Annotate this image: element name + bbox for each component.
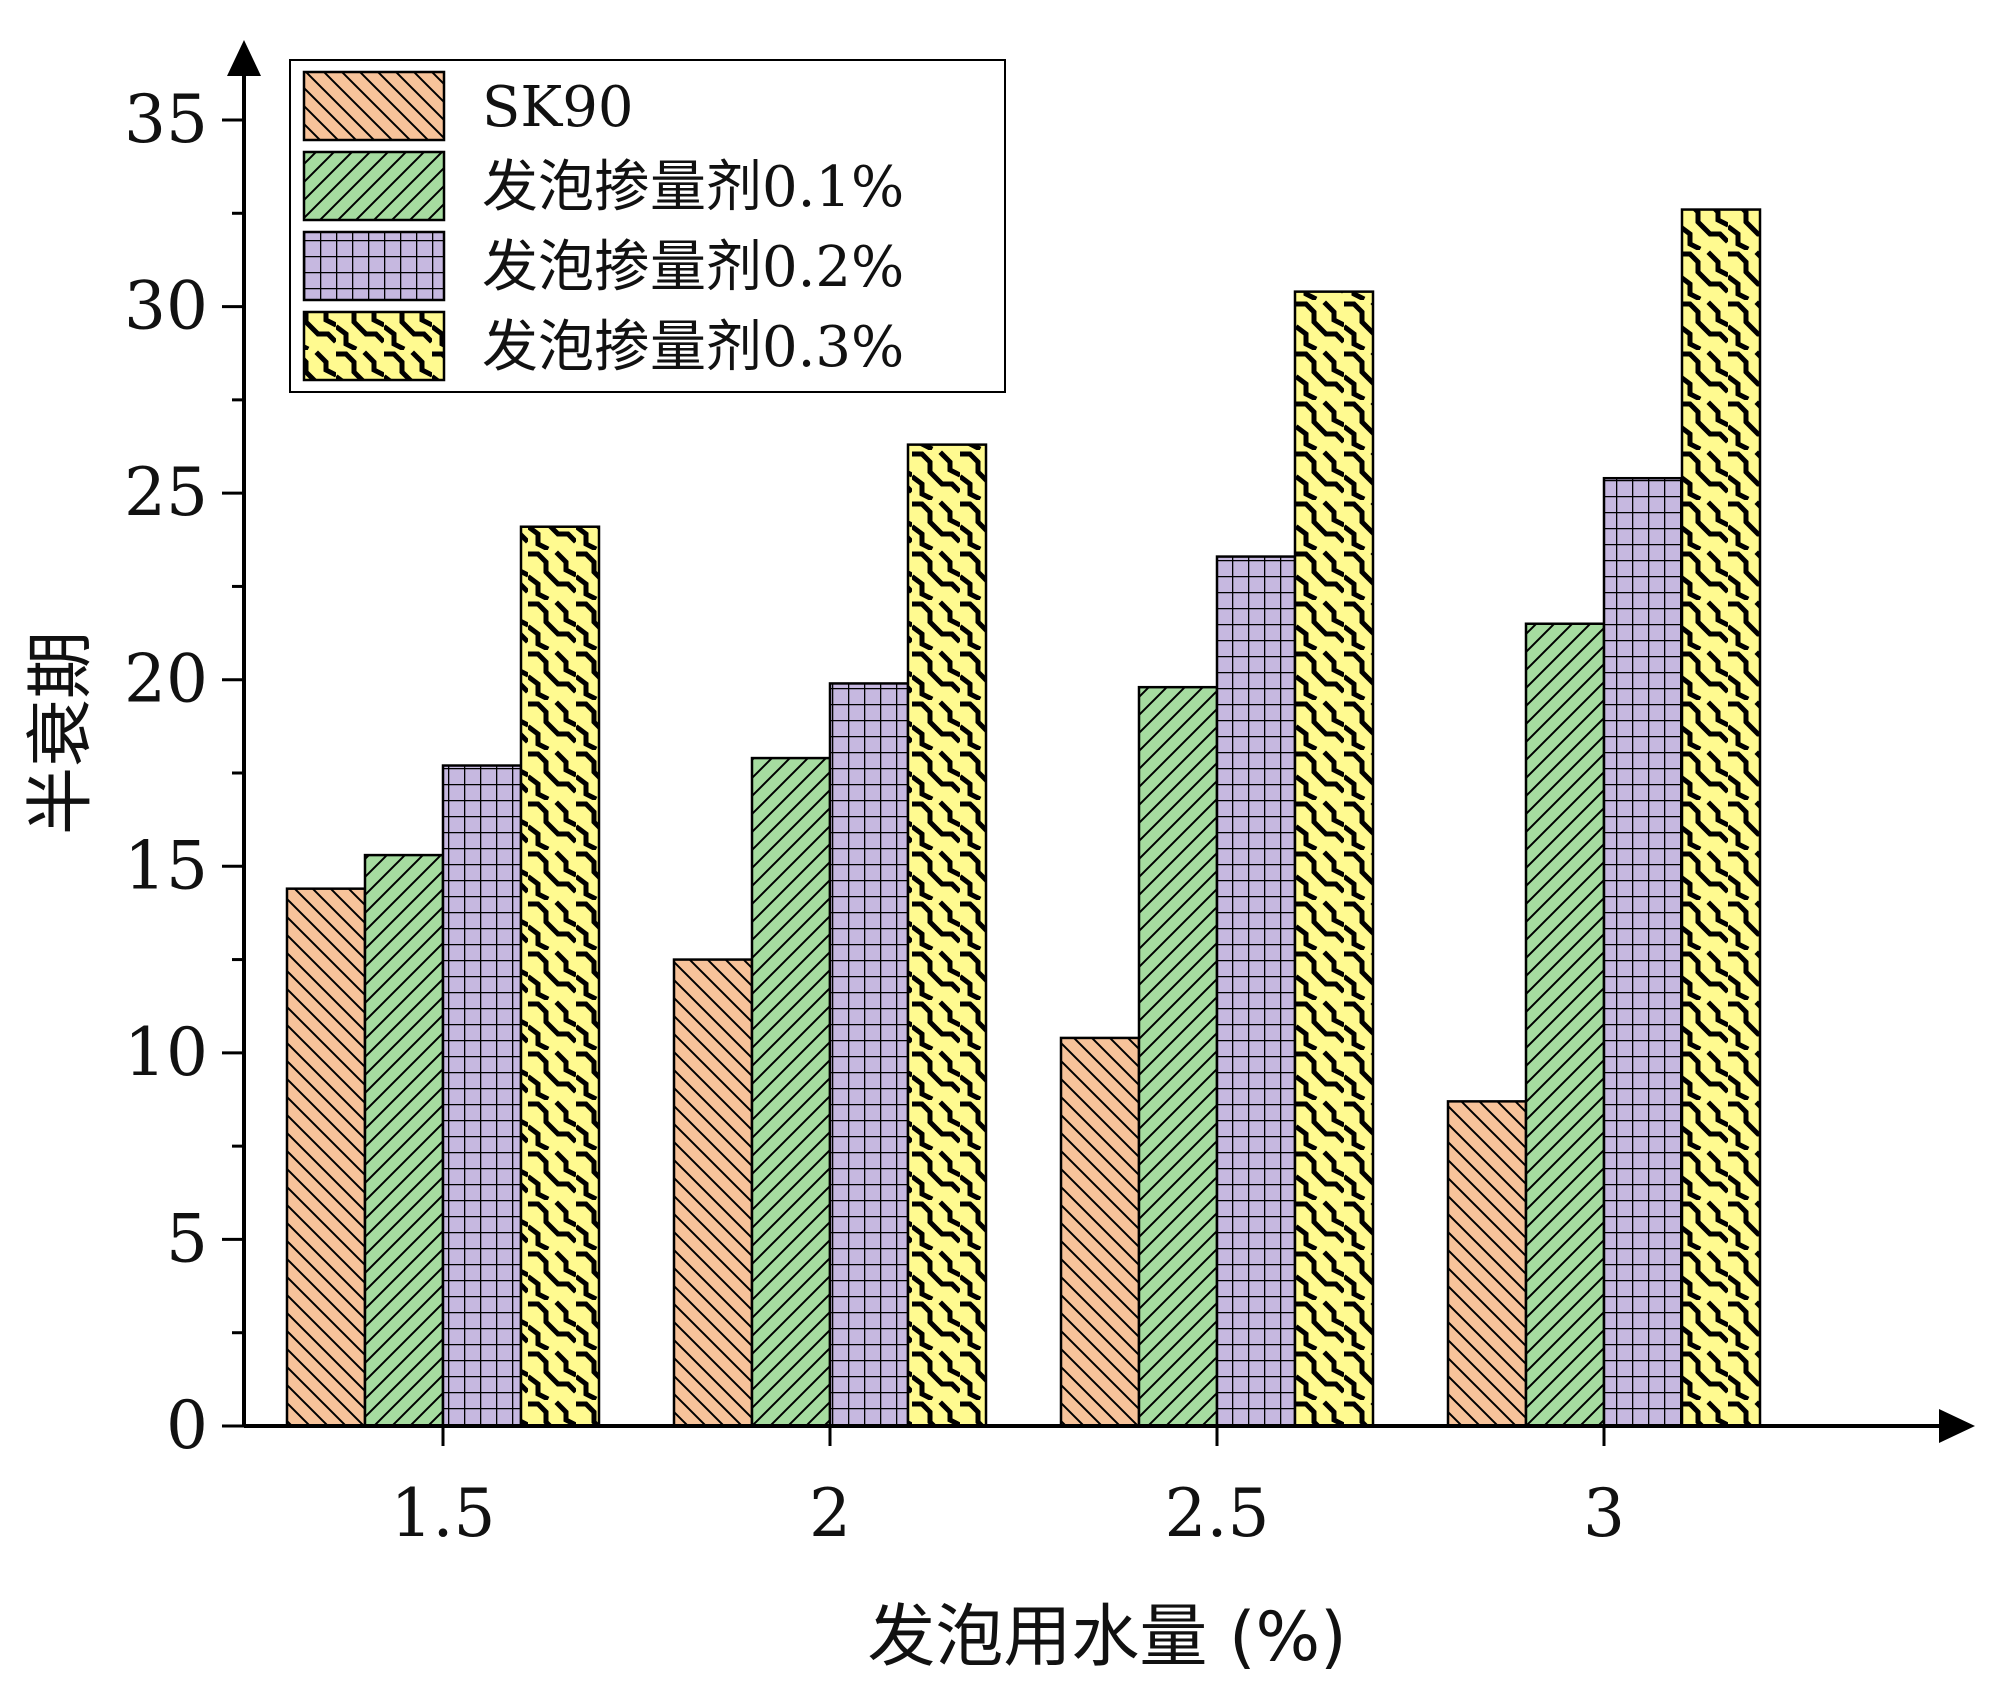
legend-label-3: 发泡掺量剂0.2%: [482, 235, 904, 300]
bar-3-2: [828, 682, 910, 1428]
bar-1-2: [672, 958, 754, 1428]
x-tick-label: 2.5: [1165, 1475, 1270, 1552]
y-tick-label: 35: [124, 81, 208, 158]
bar-4-1_5: [519, 525, 601, 1428]
axes-group: 0 5 10 15 20 25 30 35 1.5 2 2.5 3 发泡用水量 (%) 半衰期: [22, 40, 1975, 1677]
bar-3-1_5: [441, 764, 523, 1428]
bar-4-2: [906, 443, 988, 1428]
bars-group: [285, 208, 1762, 1428]
legend-label-4: 发泡掺量剂0.3%: [482, 315, 904, 380]
y-axis-title: 半衰期: [22, 631, 101, 835]
y-axis-arrow: [227, 40, 261, 76]
legend-swatch-4: [302, 310, 446, 382]
bar-1-1_5: [285, 887, 367, 1428]
x-axis-title: 发泡用水量 (%): [867, 1598, 1346, 1677]
legend-swatch-3: [302, 230, 446, 302]
bar-3-2_5: [1215, 555, 1297, 1428]
bar-1-2_5: [1059, 1036, 1141, 1428]
y-tick-label: 15: [124, 827, 208, 904]
x-tick-label: 2: [809, 1475, 851, 1552]
x-axis-arrow: [1939, 1409, 1975, 1443]
legend-swatch-1: [302, 70, 446, 142]
legend-label-1: SK90: [482, 75, 633, 140]
y-tick-label: 5: [166, 1200, 208, 1277]
y-tick-label: 0: [166, 1387, 208, 1464]
bar-4-3: [1680, 208, 1762, 1428]
bar-4-2_5: [1293, 290, 1375, 1428]
x-tick-label: 3: [1583, 1475, 1625, 1552]
bar-2-1_5: [363, 853, 445, 1428]
y-tick-label: 25: [124, 454, 208, 531]
x-tick-label: 1.5: [391, 1475, 496, 1552]
y-tick-label: 10: [124, 1014, 208, 1091]
bar-2-2: [750, 756, 832, 1428]
y-tick-label: 30: [124, 268, 208, 345]
legend-label-2: 发泡掺量剂0.1%: [482, 155, 904, 220]
bar-3-3: [1602, 476, 1684, 1428]
bar-2-2_5: [1137, 685, 1219, 1428]
bar-2-3: [1524, 622, 1606, 1428]
bar-1-3: [1446, 1100, 1528, 1428]
y-tick-label: 20: [124, 641, 208, 718]
legend: SK90 发泡掺量剂0.1% 发泡掺量剂0.2% 发泡掺量剂0.3%: [289, 59, 1006, 393]
legend-swatch-2: [302, 150, 446, 222]
